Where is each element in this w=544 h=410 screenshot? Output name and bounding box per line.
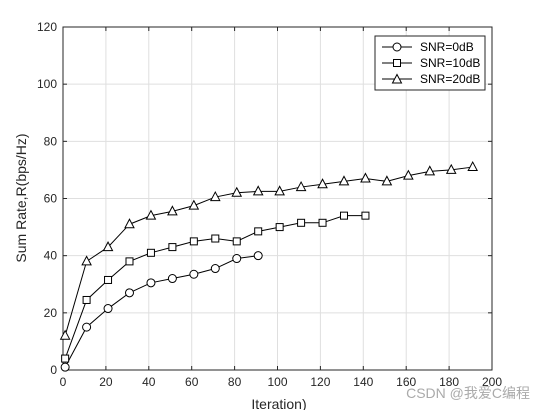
data-point-square <box>189 237 198 246</box>
data-point-square <box>125 257 134 266</box>
legend-triangle-marker <box>391 73 403 84</box>
x-tick-label: 200 <box>482 375 502 389</box>
x-tick-label: 160 <box>396 375 416 389</box>
data-point-triangle <box>124 218 135 229</box>
data-point-square <box>61 354 70 363</box>
data-point-circle <box>232 254 242 264</box>
x-tick-label: 60 <box>185 375 199 389</box>
data-point-square <box>146 248 155 257</box>
data-point-square <box>168 243 177 252</box>
data-point-circle <box>103 304 113 314</box>
legend-entry-snr-10db: SNR=10dB <box>382 56 480 70</box>
data-point-triangle <box>231 186 243 197</box>
data-point-triangle <box>59 329 71 340</box>
x-tick-label: 40 <box>142 375 156 389</box>
series-snr-10db <box>61 211 370 363</box>
x-tick-label: 180 <box>439 375 459 389</box>
x-axis-label: Iteration) <box>251 396 306 410</box>
y-tick-label: 100 <box>37 77 57 91</box>
x-axis-tick-labels: 0 20 40 60 80 100 120 140 160 180 200 <box>60 375 503 389</box>
data-point-triangle <box>403 169 414 180</box>
legend: SNR=0dB SNR=10dB SNR=20dB <box>374 35 486 91</box>
series-line <box>64 166 473 336</box>
data-point-square <box>104 275 113 284</box>
legend-label: SNR=20dB <box>420 72 480 86</box>
data-point-circle <box>189 269 199 279</box>
data-point-circle <box>210 264 220 274</box>
data-point-circle <box>167 274 177 284</box>
data-point-triangle <box>360 172 371 183</box>
data-point-triangle <box>295 180 307 192</box>
series-layer <box>59 160 479 372</box>
data-point-triangle <box>445 163 457 174</box>
data-point-triangle <box>274 185 285 196</box>
y-tick-label: 40 <box>44 249 58 263</box>
y-axis-label: Sum Rate,R(bps/Hz) <box>13 133 29 262</box>
data-point-triangle <box>381 175 393 186</box>
series-snr-20db <box>59 160 479 340</box>
watermark: CSDN @我爱C编程 <box>406 385 530 401</box>
series-snr-0db <box>60 251 263 372</box>
legend-label: SNR=0dB <box>420 40 474 54</box>
data-point-triangle <box>188 199 200 210</box>
y-tick-label: 60 <box>44 192 58 206</box>
data-point-square <box>361 211 370 220</box>
data-point-circle <box>124 288 134 298</box>
data-point-triangle <box>145 209 157 220</box>
legend-label: SNR=10dB <box>420 56 480 70</box>
x-tick-label: 0 <box>60 375 67 389</box>
x-tick-label: 100 <box>267 375 287 389</box>
data-point-circle <box>253 251 263 261</box>
y-tick-label: 120 <box>37 20 57 34</box>
data-point-triangle <box>102 241 114 252</box>
data-point-triangle <box>424 165 436 176</box>
data-point-triangle <box>467 160 479 172</box>
legend-square-marker <box>393 59 401 67</box>
legend-entry-snr-20db: SNR=20dB <box>382 72 480 86</box>
data-point-square <box>275 223 284 232</box>
data-point-triangle <box>252 185 264 196</box>
legend-circle-marker <box>392 42 402 52</box>
data-point-square <box>254 227 263 236</box>
data-point-circle <box>82 322 92 332</box>
x-tick-label: 140 <box>353 375 373 389</box>
x-tick-label: 120 <box>310 375 330 389</box>
data-point-triangle <box>317 178 328 189</box>
data-point-square <box>339 211 348 220</box>
y-tick-label: 80 <box>44 134 58 148</box>
data-point-triangle <box>338 175 350 186</box>
axis-ticks <box>62 26 493 371</box>
y-tick-label: 0 <box>50 363 57 377</box>
data-point-square <box>232 237 241 246</box>
data-point-square <box>318 218 327 227</box>
data-point-triangle <box>209 191 221 202</box>
data-point-triangle <box>81 255 92 266</box>
x-tick-label: 20 <box>99 375 113 389</box>
y-axis-tick-labels: 0 20 40 60 80 100 120 <box>37 20 57 377</box>
x-tick-label: 80 <box>228 375 242 389</box>
data-point-square <box>211 234 220 243</box>
series-line <box>64 255 259 368</box>
data-point-square <box>82 295 91 304</box>
data-point-triangle <box>167 205 178 216</box>
data-point-circle <box>146 278 156 288</box>
data-point-circle <box>60 362 70 372</box>
data-point-square <box>297 218 306 227</box>
y-tick-label: 20 <box>44 306 58 320</box>
legend-entry-snr-0db: SNR=0dB <box>382 40 474 54</box>
